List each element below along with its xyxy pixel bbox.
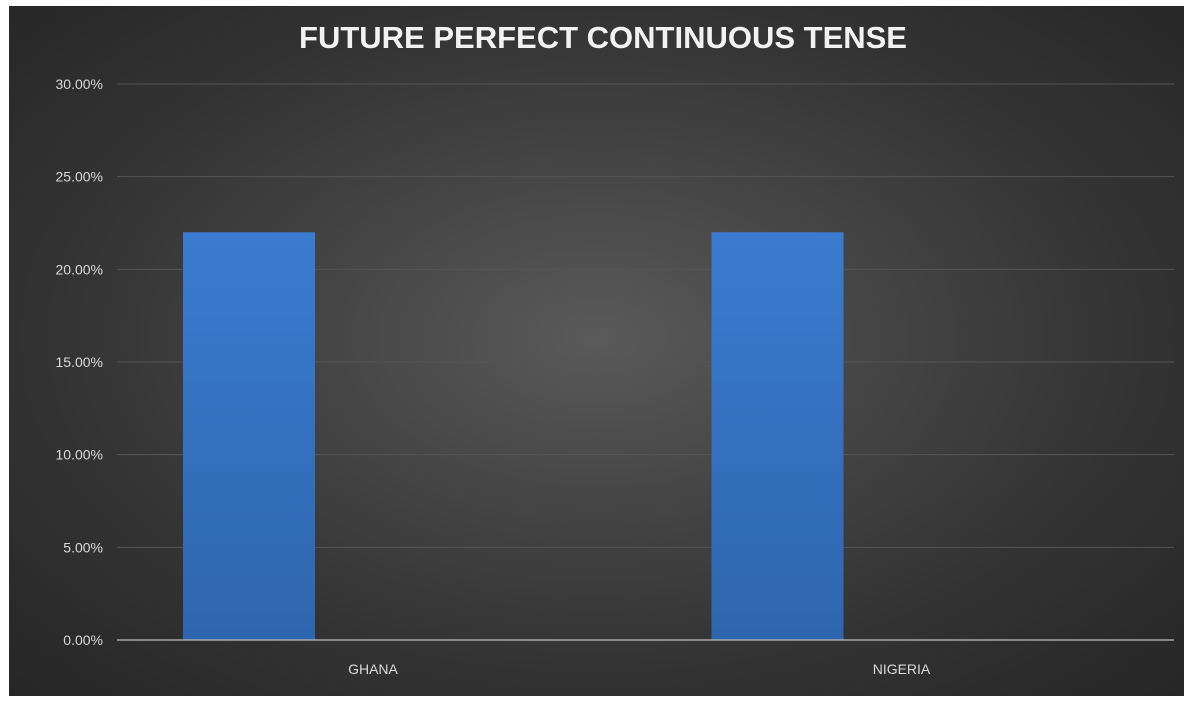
x-category-label: NIGERIA [873, 661, 931, 677]
y-tick-label: 5.00% [63, 539, 103, 555]
y-tick-label: 15.00% [56, 354, 103, 370]
bars [183, 232, 844, 640]
y-tick-label: 0.00% [63, 632, 103, 648]
x-category-label: GHANA [348, 661, 398, 677]
y-tick-label: 30.00% [56, 76, 103, 92]
chart-area: FUTURE PERFECT CONTINUOUS TENSE 0.00% 5.0… [9, 6, 1184, 696]
bar-nigeria [711, 232, 844, 640]
y-tick-label: 20.00% [56, 261, 103, 277]
y-tick-label: 10.00% [56, 447, 103, 463]
chart-title: FUTURE PERFECT CONTINUOUS TENSE [299, 20, 907, 55]
bar-ghana [183, 232, 315, 640]
y-tick-label: 25.00% [56, 169, 103, 185]
y-axis-tick-labels: 0.00% 5.00% 10.00% 15.00% 20.00% 25.00% 30.00% [56, 76, 103, 648]
bar-chart: FUTURE PERFECT CONTINUOUS TENSE 0.00% 5.0… [56, 20, 1174, 677]
x-axis-category-labels: GHANA NIGERIA [348, 661, 931, 677]
